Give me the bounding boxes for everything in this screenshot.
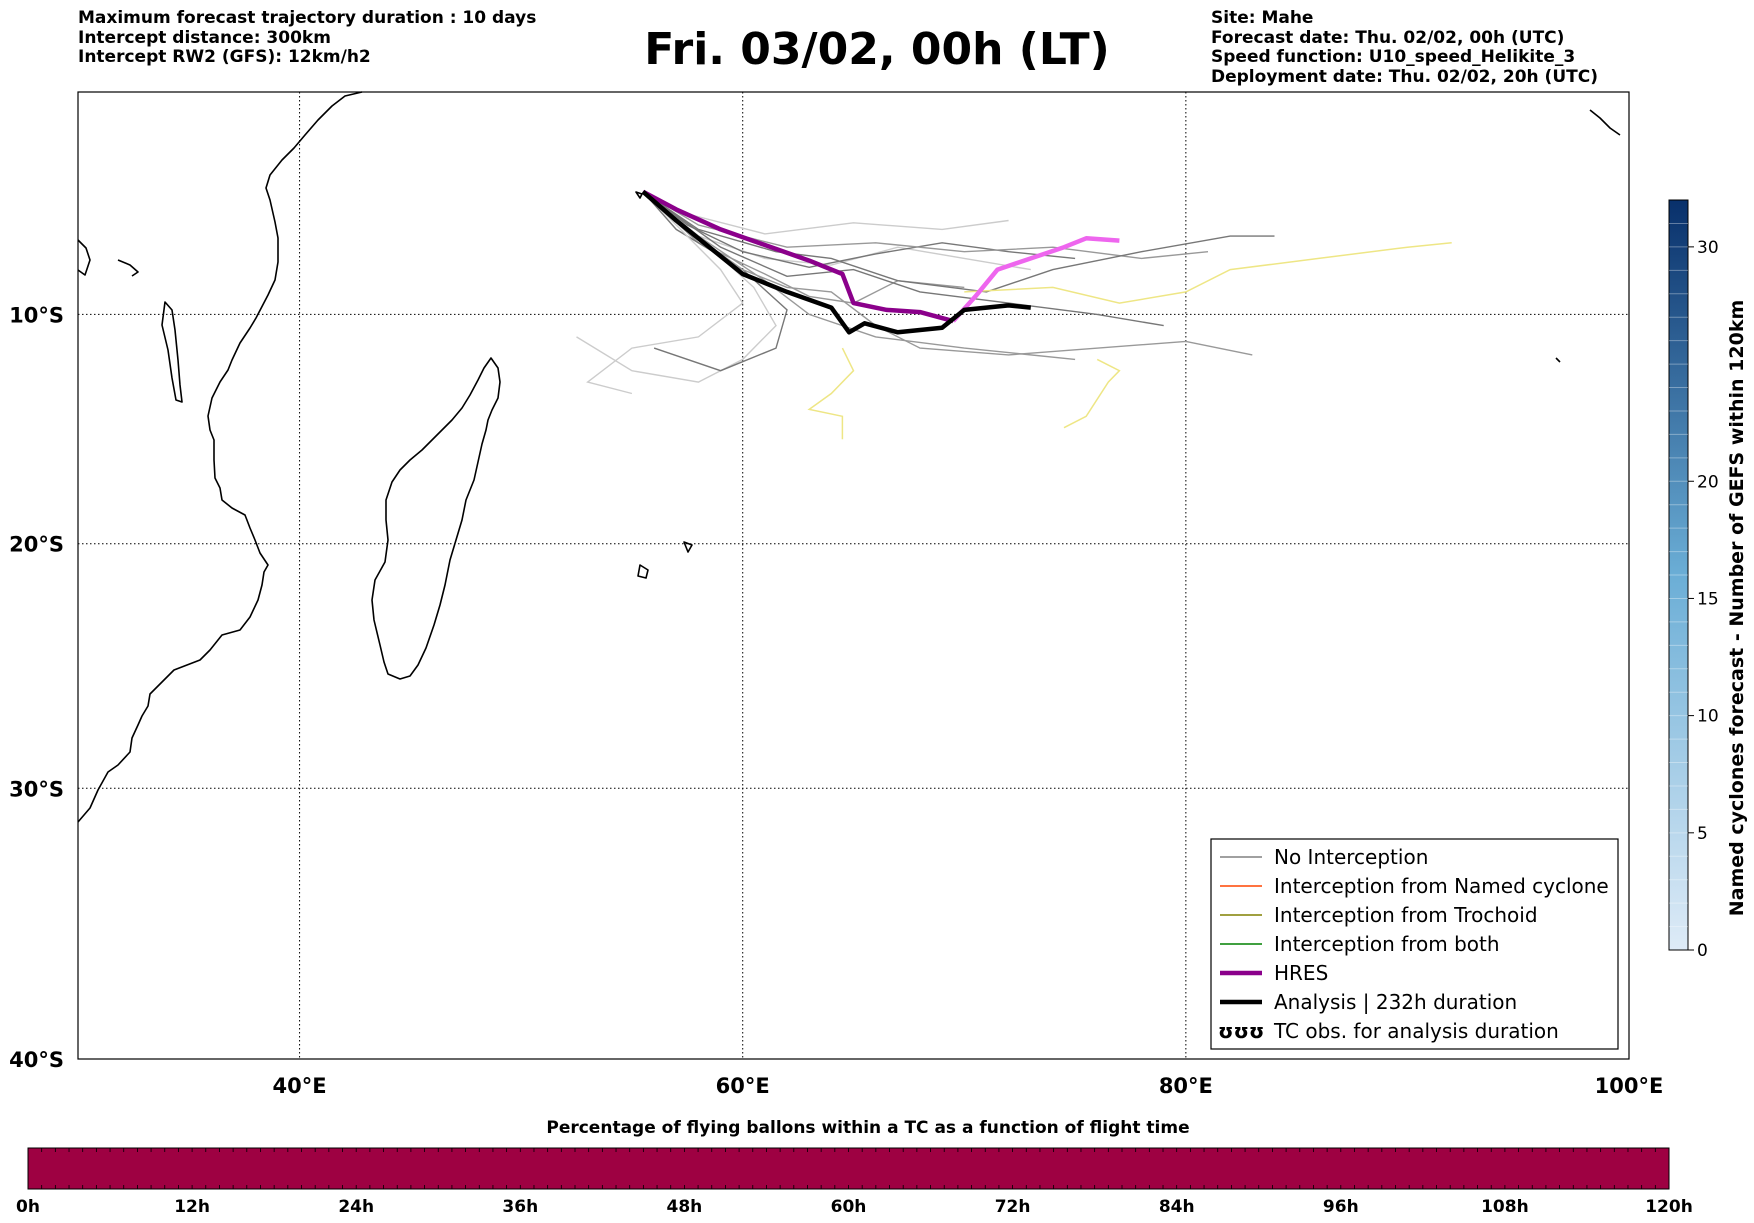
- lat-label: 20°S: [9, 533, 64, 557]
- hres-trajectory: [641, 189, 954, 324]
- right-colorbar: 0 5 10 15 20 30 Named cyclones forecast - Num…: [1668, 199, 1748, 961]
- analysis-trajectory: [641, 190, 1032, 335]
- lon-label: 40°E: [273, 1074, 327, 1098]
- gray-trajectory: [642, 191, 1209, 260]
- gray-trajectory: [642, 191, 1164, 327]
- header-right-info: Site: Mahe Forecast date: Thu. 02/02, 00…: [1211, 8, 1598, 87]
- lon-label: 60°E: [716, 1074, 770, 1098]
- lake-victoria: [77, 239, 91, 276]
- graticule: [78, 92, 1629, 1059]
- yellow-trajectory: [1063, 358, 1121, 429]
- yellow-trajectory: [964, 242, 1452, 304]
- bottom-colorbar-bar: [27, 1147, 1670, 1190]
- lat-label: 40°S: [9, 1048, 64, 1072]
- legend: No Interception Interception from Named c…: [1210, 838, 1619, 1050]
- africa-coast: [77, 91, 363, 823]
- lake-malawi: [161, 301, 183, 403]
- east-isle: [1589, 109, 1621, 136]
- intercept-rw2-text: Intercept RW2 (GFS): 12km/h2: [78, 47, 371, 67]
- legend-label: Interception from Trochoid: [1274, 903, 1538, 927]
- max-duration-text: Maximum forecast trajectory duration : 1…: [78, 8, 537, 28]
- hres-trajectory: [951, 236, 1120, 323]
- bottom-colorbar: Percentage of flying ballons within a TC…: [16, 1118, 1693, 1217]
- right-colorbar-label: Named cyclones forecast - Number of GEFS…: [1726, 300, 1748, 917]
- time-tick-label: 84h: [1159, 1197, 1195, 1217]
- time-tick-label: 120h: [1645, 1197, 1693, 1217]
- time-tick-label: 48h: [667, 1197, 703, 1217]
- lat-label: 30°S: [9, 777, 64, 801]
- legend-symbol: ʊʊʊ: [1218, 1019, 1264, 1043]
- legend-box: [1210, 838, 1619, 1050]
- time-tick-label: 24h: [338, 1197, 374, 1217]
- lat-label: 10°S: [9, 303, 64, 327]
- legend-label: Interception from Named cyclone: [1274, 874, 1609, 898]
- time-tick-label: 72h: [995, 1197, 1031, 1217]
- time-tick-label: 0h: [16, 1197, 40, 1217]
- island-2: [683, 541, 693, 553]
- time-tick-label: 60h: [831, 1197, 867, 1217]
- legend-label: Interception from both: [1274, 932, 1500, 956]
- lon-label: 80°E: [1159, 1074, 1213, 1098]
- legend-label: TC obs. for analysis duration: [1273, 1019, 1559, 1043]
- forecast-date-text: Forecast date: Thu. 02/02, 00h (UTC): [1211, 27, 1565, 48]
- bottom-colorbar-title: Percentage of flying ballons within a TC…: [546, 1118, 1189, 1138]
- page-title: Fri. 03/02, 00h (LT): [644, 24, 1110, 75]
- header-left-info: Maximum forecast trajectory duration : 1…: [78, 8, 537, 68]
- colorbar-tick-label: 15: [1697, 589, 1719, 609]
- main-trajectories: [641, 189, 1120, 335]
- gray-trajectory: [586, 191, 744, 395]
- colorbar-tick-label: 30: [1697, 238, 1719, 258]
- colorbar-tick-label: 20: [1697, 472, 1719, 492]
- gray-trajectory: [642, 191, 788, 372]
- deployment-date-text: Deployment date: Thu. 02/02, 20h (UTC): [1211, 66, 1598, 87]
- right-colorbar-bar: [1668, 199, 1689, 951]
- latitude-labels: 10°S 20°S 30°S 40°S: [9, 303, 64, 1072]
- chagos: [1555, 357, 1561, 363]
- gray-trajectory: [642, 191, 1275, 293]
- legend-label: HRES: [1274, 961, 1328, 985]
- island-chain: [117, 259, 139, 277]
- intercept-distance-text: Intercept distance: 300km: [78, 27, 331, 48]
- colorbar-tick-label: 5: [1697, 824, 1708, 844]
- legend-label: No Interception: [1274, 845, 1428, 869]
- site-text: Site: Mahe: [1211, 8, 1314, 28]
- madagascar-coast: [371, 357, 501, 680]
- time-tick-label: 12h: [174, 1197, 210, 1217]
- time-tick-label: 96h: [1323, 1197, 1359, 1217]
- yellow-trajectories: [807, 242, 1452, 440]
- mahe-island: [635, 191, 643, 199]
- longitude-labels: 40°E 60°E 80°E 100°E: [273, 1074, 1664, 1098]
- time-tick-label: 36h: [502, 1197, 538, 1217]
- island-1: [637, 564, 649, 579]
- colorbar-tick-label: 10: [1697, 707, 1719, 727]
- legend-label: Analysis | 232h duration: [1274, 990, 1517, 1014]
- coastline: [77, 91, 1621, 823]
- yellow-trajectory: [807, 347, 855, 440]
- speed-function-text: Speed function: U10_speed_Helikite_3: [1211, 47, 1576, 67]
- lon-label: 100°E: [1595, 1074, 1664, 1098]
- colorbar-tick-label: 0: [1697, 941, 1708, 961]
- time-tick-label: 108h: [1481, 1197, 1529, 1217]
